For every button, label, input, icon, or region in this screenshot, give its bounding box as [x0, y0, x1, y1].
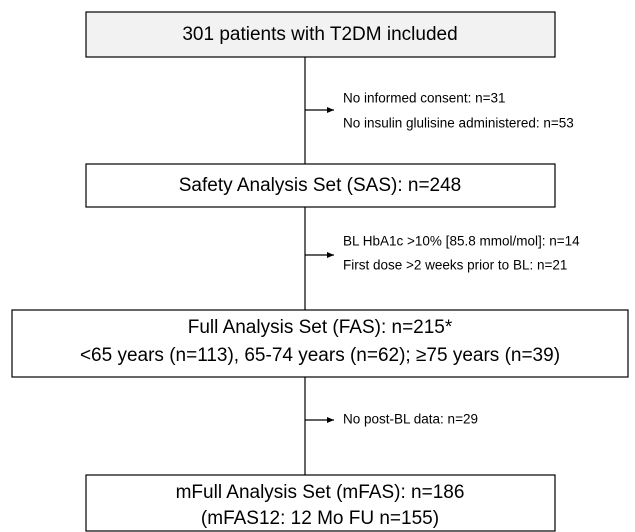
node-box [85, 163, 556, 208]
node-box [11, 309, 629, 378]
node-text: 301 patients with T2DM included [182, 24, 457, 45]
exclusion-text: First dose >2 weeks prior to BL: n=21 [343, 258, 567, 273]
node-box [85, 11, 556, 58]
node-text: Safety Analysis Set (SAS): n=248 [179, 175, 462, 196]
exclusion-text: No informed consent: n=31 [343, 91, 505, 106]
node-text: Full Analysis Set (FAS): n=215* [188, 317, 453, 338]
exclusion-text: No post-BL data: n=29 [343, 412, 478, 427]
node-box [85, 474, 556, 532]
node-text: mFull Analysis Set (mFAS): n=186 [176, 482, 465, 503]
exclusion-text: BL HbA1c >10% [85.8 mmol/mol]: n=14 [343, 234, 580, 249]
node-text: <65 years (n=113), 65-74 years (n=62); ≥… [80, 345, 560, 366]
node-text: (mFAS12: 12 Mo FU n=155) [201, 508, 439, 529]
exclusion-text: No insulin glulisine administered: n=53 [343, 116, 574, 131]
